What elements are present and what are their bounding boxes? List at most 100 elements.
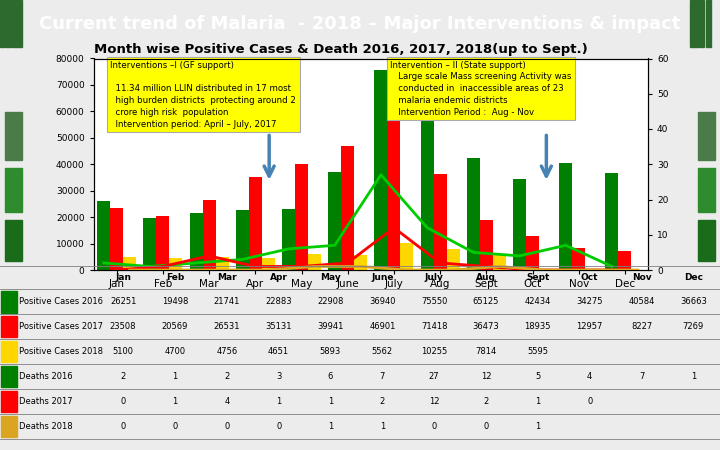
Bar [699, 0, 704, 47]
Text: 0: 0 [431, 422, 437, 431]
Bar [189, 212, 202, 270]
Text: 0: 0 [172, 422, 178, 431]
Bar [526, 236, 539, 270]
Text: 1: 1 [172, 372, 178, 381]
Text: Dec: Dec [684, 273, 703, 282]
Bar [169, 257, 182, 270]
Bar [433, 174, 446, 270]
Text: 2: 2 [224, 372, 230, 381]
Text: Current trend of Malaria  - 2018 – Major Interventions & impact: Current trend of Malaria - 2018 – Major … [40, 14, 680, 33]
Text: Deaths 2018: Deaths 2018 [19, 422, 72, 431]
Bar [618, 251, 631, 270]
Bar [706, 0, 711, 47]
Bar [572, 248, 585, 270]
Text: 1: 1 [535, 397, 541, 406]
Text: Deaths 2017: Deaths 2017 [19, 397, 72, 406]
Bar [6, 0, 12, 47]
Bar [97, 201, 110, 270]
Bar [143, 218, 156, 270]
Text: 27: 27 [429, 372, 439, 381]
Text: 4: 4 [224, 397, 230, 406]
Text: 5562: 5562 [372, 347, 393, 356]
Text: 22883: 22883 [266, 297, 292, 306]
Bar [446, 249, 459, 270]
Text: 21741: 21741 [214, 297, 240, 306]
Text: 40584: 40584 [629, 297, 654, 306]
Text: Interventions –I (GF support)

  11.34 million LLIN distributed in 17 most
  hig: Interventions –I (GF support) 11.34 mill… [110, 61, 296, 129]
Bar [400, 243, 413, 270]
Bar [1, 391, 17, 412]
Bar [480, 220, 492, 270]
Text: 7: 7 [379, 372, 385, 381]
Text: 3: 3 [276, 372, 282, 381]
Bar [374, 70, 387, 270]
Bar [0, 0, 5, 47]
Text: 0: 0 [120, 422, 126, 431]
Text: 23508: 23508 [110, 322, 136, 331]
Text: 1: 1 [328, 397, 333, 406]
Bar [236, 210, 249, 270]
Bar [354, 255, 367, 270]
Bar [202, 200, 215, 270]
Text: 36940: 36940 [369, 297, 395, 306]
Text: 4756: 4756 [216, 347, 238, 356]
Bar [13, 0, 22, 47]
Text: Aug: Aug [476, 273, 496, 282]
Text: 7269: 7269 [683, 322, 704, 331]
Text: 36473: 36473 [472, 322, 500, 331]
Text: 2: 2 [120, 372, 126, 381]
Bar [1, 416, 17, 437]
Text: 2: 2 [483, 397, 489, 406]
Bar [1, 341, 17, 362]
Text: 5100: 5100 [112, 347, 134, 356]
Bar [308, 254, 321, 270]
Text: July: July [425, 273, 444, 282]
Text: 5: 5 [535, 372, 541, 381]
Text: 2: 2 [379, 397, 385, 406]
Text: 18935: 18935 [525, 322, 551, 331]
Text: Deaths 2016: Deaths 2016 [19, 372, 72, 381]
Text: 20569: 20569 [162, 322, 188, 331]
Text: 4651: 4651 [268, 347, 289, 356]
Bar [1, 366, 17, 387]
Text: Feb: Feb [166, 273, 184, 282]
Text: 12957: 12957 [577, 322, 603, 331]
Bar [698, 220, 714, 261]
Text: 5893: 5893 [320, 347, 341, 356]
Bar [123, 256, 136, 270]
Text: 19498: 19498 [162, 297, 188, 306]
Text: 0: 0 [483, 422, 489, 431]
Text: 39941: 39941 [318, 322, 343, 331]
Text: Intervention – II (State support)
   Large scale Mass screening Activity was
   : Intervention – II (State support) Large … [390, 61, 572, 117]
Bar [513, 180, 526, 270]
Bar [690, 0, 698, 47]
Text: 1: 1 [690, 372, 696, 381]
Bar [262, 258, 275, 270]
Bar [698, 168, 714, 212]
Text: 1: 1 [535, 422, 541, 431]
Text: Positive Cases 2016: Positive Cases 2016 [19, 297, 103, 306]
Text: 46901: 46901 [369, 322, 395, 331]
Bar [467, 158, 480, 270]
Text: Month wise Positive Cases & Death 2016, 2017, 2018(up to Sept.): Month wise Positive Cases & Death 2016, … [94, 43, 588, 56]
Bar [698, 112, 714, 160]
Text: 26531: 26531 [214, 322, 240, 331]
Text: Positive Cases 2017: Positive Cases 2017 [19, 322, 103, 331]
Text: Sept: Sept [526, 273, 549, 282]
Bar [6, 112, 22, 160]
Text: 12: 12 [481, 372, 491, 381]
Text: 35131: 35131 [266, 322, 292, 331]
Text: 7814: 7814 [475, 347, 497, 356]
Text: 0: 0 [276, 422, 282, 431]
Text: 34275: 34275 [577, 297, 603, 306]
Text: 42434: 42434 [525, 297, 551, 306]
Text: 12: 12 [429, 397, 439, 406]
Text: 26251: 26251 [110, 297, 136, 306]
Text: 4700: 4700 [164, 347, 186, 356]
Text: 71418: 71418 [421, 322, 447, 331]
Text: 36663: 36663 [680, 297, 707, 306]
Text: 0: 0 [587, 397, 593, 406]
Text: 4: 4 [587, 372, 593, 381]
Text: 75550: 75550 [421, 297, 447, 306]
Text: 0: 0 [224, 422, 230, 431]
